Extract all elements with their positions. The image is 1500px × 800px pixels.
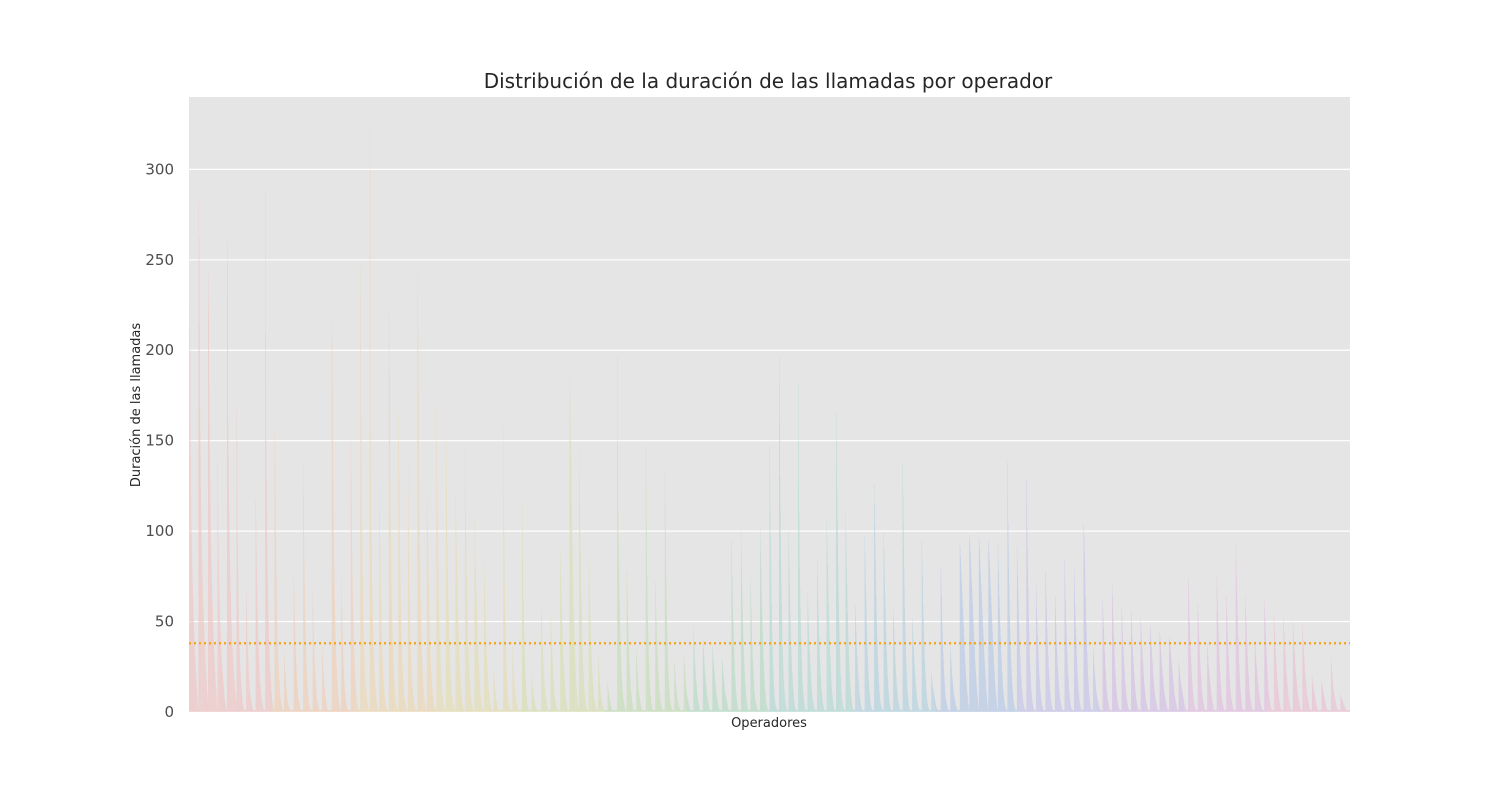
x-axis-label: Operadores	[731, 716, 807, 731]
y-axis-ticks: 0 50 100 150 200 250 300	[145, 160, 174, 721]
y-tick-label: 100	[145, 522, 174, 540]
y-tick-label: 150	[145, 432, 174, 450]
chart-title: Distribución de la duración de las llama…	[484, 69, 1053, 93]
y-tick-label: 250	[145, 251, 174, 269]
y-tick-label: 50	[155, 613, 174, 631]
bars	[189, 125, 1350, 713]
y-tick-label: 0	[164, 703, 174, 721]
y-tick-label: 200	[145, 341, 174, 359]
y-tick-label: 300	[145, 160, 174, 178]
y-axis-label: Duración de las llamadas	[129, 323, 144, 488]
